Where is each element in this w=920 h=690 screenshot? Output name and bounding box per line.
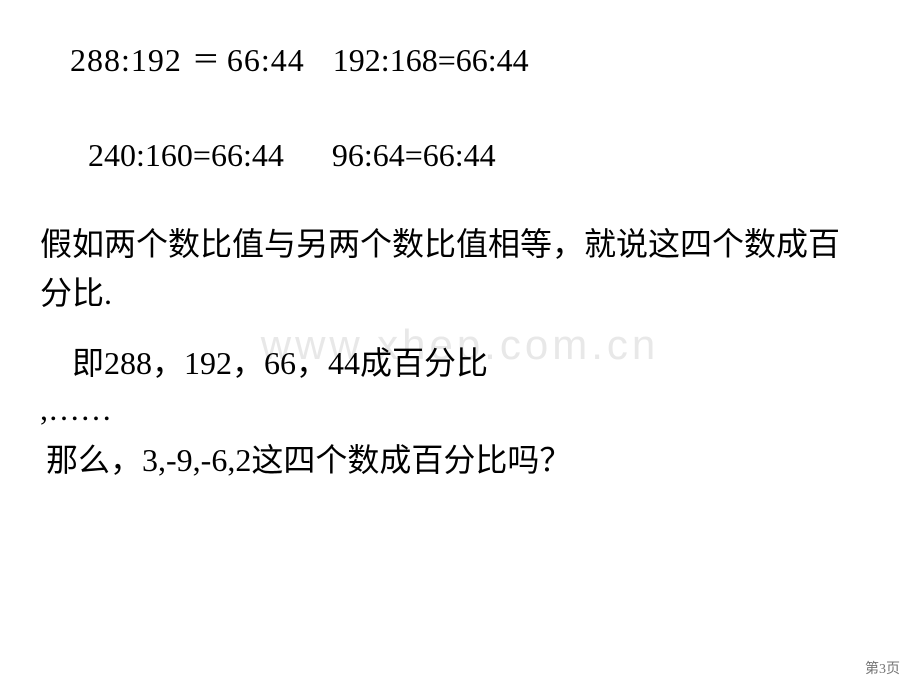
example-line-1: 即288，192，66，44成百分比 — [72, 339, 860, 387]
equation-1-right: 192:168=66:44 — [333, 38, 529, 83]
eq1-rhs: 66:44 — [227, 42, 305, 78]
example-line-2: ,…… — [40, 387, 860, 432]
equation-row-1: 288:192 ＝66:44 192:168=66:44 — [70, 38, 860, 83]
eq1-equals: ＝ — [192, 45, 221, 76]
definition-statement: 假如两个数比值与另两个数比值相等，就说这四个数成百分比. — [40, 220, 860, 319]
question-line: 那么，3,-9,-6,2这四个数成百分比吗？ — [46, 438, 860, 483]
page-number: 第3页 — [865, 658, 900, 678]
eq1-lhs: 288:192 — [70, 42, 182, 78]
equation-row-2: 240:160=66:44 96:64=66:44 — [88, 133, 860, 178]
equation-2-left: 240:160=66:44 — [88, 133, 284, 178]
equation-2-right: 96:64=66:44 — [332, 133, 496, 178]
equation-1-left: 288:192 ＝66:44 — [70, 38, 305, 83]
slide-content: 288:192 ＝66:44 192:168=66:44 240:160=66:4… — [0, 0, 920, 482]
